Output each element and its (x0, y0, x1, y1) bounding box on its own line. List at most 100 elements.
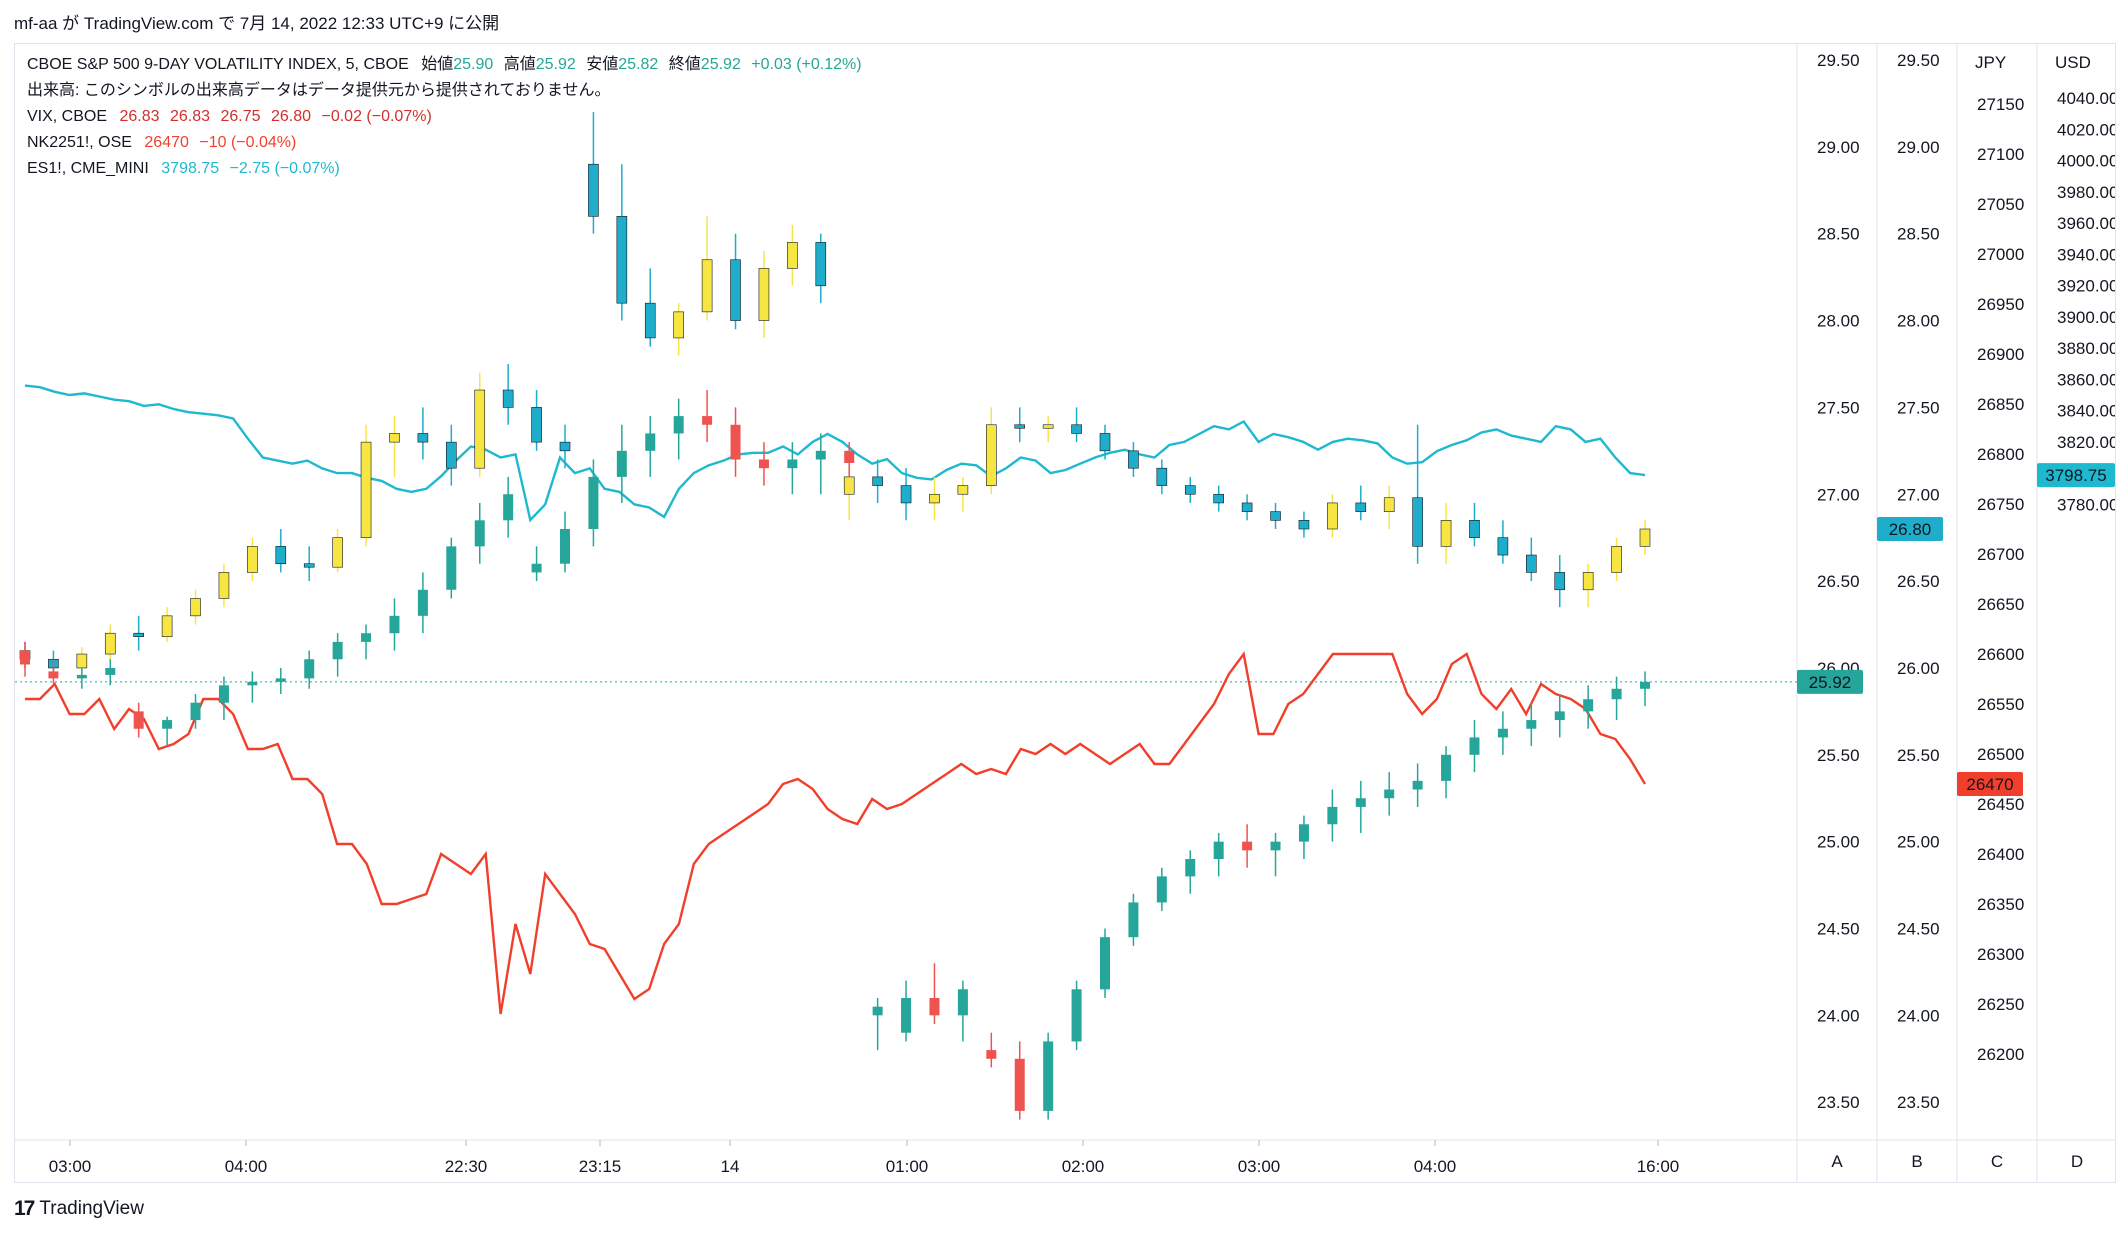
candle-body (645, 433, 656, 451)
axis-c-tick-label: 26900 (1977, 345, 2024, 364)
candle-body (1071, 424, 1082, 434)
tradingview-logo-icon: 17 (14, 1197, 35, 1220)
legend-nk-value: 26470 (144, 134, 189, 151)
axis-b-tick-label: 28.50 (1897, 225, 1940, 244)
candle-body (332, 641, 343, 660)
time-axis-label: 01:00 (886, 1157, 929, 1176)
candle-body (104, 632, 116, 655)
candle-body (787, 459, 798, 469)
legend-vix-close: 26.80 (270, 108, 312, 125)
candle-body (1156, 876, 1167, 903)
candle-body (133, 711, 144, 729)
candle-body (1213, 493, 1224, 504)
time-axis-label: 23:15 (579, 1157, 622, 1176)
candle-body (1384, 789, 1395, 799)
chart-canvas[interactable]: 29.50 29.00 28.50 28.00 27.50 27.00 26.50 26.00… (15, 44, 2115, 1182)
legend-vix[interactable]: VIX, CBOE 26.83 26.83 26.75 26.80 −0.02 … (27, 104, 868, 130)
legend-high: 25.92 (535, 56, 576, 73)
axis-a-button: A (1831, 1152, 1843, 1171)
candle-body (247, 681, 258, 686)
legend-open: 25.90 (453, 56, 494, 73)
candle-body (1043, 1041, 1054, 1111)
chart-frame[interactable]: 29.50 29.00 28.50 28.00 27.50 27.00 26.50 26.00… (14, 43, 2116, 1183)
time-axis-label: 04:00 (225, 1157, 268, 1176)
legend-vix-low: 26.75 (220, 108, 261, 125)
axis-b-tick-label: 25.00 (1897, 833, 1940, 852)
chart-legend: CBOE S&P 500 9-DAY VOLATILITY INDEX, 5, … (27, 52, 868, 182)
axis-c-tick-label: 26700 (1977, 545, 2024, 564)
candle-body (474, 389, 486, 469)
axis-d-tick-label: 3880.00 (2057, 339, 2115, 358)
candle-body (531, 407, 542, 443)
candle-body (218, 685, 229, 703)
axis-a-tick-label: 24.50 (1817, 920, 1860, 939)
axis-a-tick-label: 28.00 (1817, 312, 1860, 331)
legend-vix-title: VIX, CBOE (27, 108, 108, 125)
axis-c-tick-label: 27050 (1977, 195, 2024, 214)
candle-body (190, 702, 201, 721)
time-axis-label: 16:00 (1637, 1157, 1680, 1176)
candle-body (1469, 737, 1480, 755)
legend-nk[interactable]: NK2251!, OSE 26470 −10 (−0.04%) (27, 130, 868, 156)
axis-c-tick-label: 26250 (1977, 995, 2024, 1014)
candle-body (190, 598, 201, 617)
candle-body (1128, 902, 1139, 938)
candle-body (446, 546, 457, 590)
candle-body (1270, 841, 1281, 851)
candle-body (1526, 554, 1537, 573)
price-tag-vix-bg (1877, 516, 1943, 541)
candle-body (588, 163, 599, 217)
candle-body (644, 302, 656, 339)
axis-c-tick-label: 26400 (1977, 845, 2024, 864)
legend-es[interactable]: ES1!, CME_MINI 3798.75 −2.75 (−0.07%) (27, 156, 868, 182)
candle-body (673, 416, 684, 434)
candle-body (730, 259, 741, 321)
candle-body (1327, 806, 1338, 825)
candle-body (1355, 798, 1366, 807)
axis-a-tick-label: 27.50 (1817, 398, 1860, 417)
axis-b-tick-label: 26.50 (1897, 572, 1940, 591)
footer-brand[interactable]: TradingView (39, 1198, 144, 1219)
candle-body (275, 678, 286, 682)
candle-body (1014, 424, 1026, 429)
axis-b-tick-label: 29.50 (1897, 51, 1940, 70)
candle-body (133, 632, 144, 637)
axis-d-tick-label: 3840.00 (2057, 402, 2115, 421)
candle-body (1611, 688, 1622, 700)
axis-d-tick-label: 3820.00 (2057, 433, 2115, 452)
candle-body (957, 485, 969, 495)
legend-main-title: CBOE S&P 500 9-DAY VOLATILITY INDEX, 5, … (27, 56, 409, 73)
candle-body (957, 989, 968, 1016)
candle-body (446, 441, 457, 469)
legend-vix-open: 26.83 (119, 108, 160, 125)
candle-body (162, 720, 173, 729)
legend-low-label: 安値 (586, 56, 619, 73)
axis-d-tick-label: 3960.00 (2057, 214, 2115, 233)
legend-es-change: −2.75 (−0.07%) (229, 160, 340, 177)
candle-body (502, 389, 514, 408)
candle-body (1298, 520, 1310, 530)
price-tag-vix: 26.80 (1889, 520, 1932, 539)
legend-main[interactable]: CBOE S&P 500 9-DAY VOLATILITY INDEX, 5, … (27, 52, 868, 78)
candle-body (275, 546, 287, 565)
axis-c-tick-label: 27100 (1977, 145, 2024, 164)
axis-b-tick-label: 27.50 (1897, 398, 1940, 417)
axis-c-tick-label: 27150 (1977, 95, 2024, 114)
candle-body (474, 520, 485, 547)
candle-body (1185, 859, 1196, 877)
candle-body (1355, 502, 1367, 512)
candle-body (872, 1006, 883, 1016)
axis-d-tick-label: 3860.00 (2057, 370, 2115, 389)
candle-body (1128, 450, 1139, 469)
axis-c-tick-label: 26500 (1977, 745, 2024, 764)
axis-c-tick-label: 26800 (1977, 445, 2024, 464)
candle-body (417, 589, 428, 616)
candle-body (815, 450, 826, 460)
axis-d-button: D (2071, 1152, 2083, 1171)
legend-change: +0.03 (+0.12%) (751, 56, 862, 73)
axis-d-tick-label: 4020.00 (2057, 120, 2115, 139)
candle-body (417, 433, 429, 443)
price-tag-es: 3798.75 (2045, 466, 2106, 485)
candle-body (702, 416, 713, 425)
series-line-es1- (24, 384, 1646, 523)
